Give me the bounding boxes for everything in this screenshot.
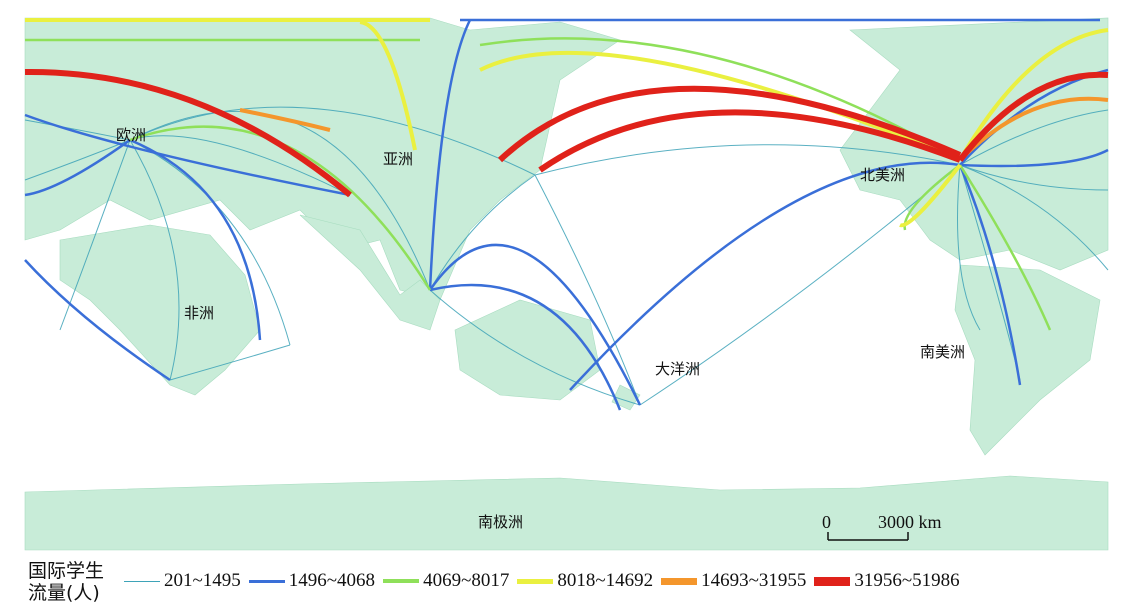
legend-title-line2: 流量(人) [28, 582, 100, 604]
legend-swatch-2 [248, 579, 285, 583]
legend-item-1: 201~1495 [124, 570, 241, 592]
flows-class-5 [239, 96, 1109, 162]
legend-label-4: 8018~14692 [557, 570, 654, 591]
legend-item-5: 14693~31955 [661, 570, 806, 592]
label-antarctica: 南极洲 [478, 513, 523, 531]
label-europe: 欧洲 [116, 126, 146, 144]
label-north-america: 北美洲 [860, 166, 905, 184]
legend-swatch-5 [661, 577, 698, 585]
legend-item-3: 4069~8017 [383, 570, 509, 592]
label-south-america: 南美洲 [920, 343, 965, 361]
legend: 国际学生 流量(人) 201~1495 1496~4068 4069~8017 … [0, 556, 1132, 615]
antarctica-land [24, 475, 1109, 551]
legend-title-line1: 国际学生 [28, 560, 105, 582]
scale-zero: 0 [822, 512, 831, 532]
scale-value: 3000 km [878, 512, 942, 532]
land-layer [24, 17, 1109, 551]
legend-swatch-1 [124, 580, 160, 582]
label-africa: 非洲 [184, 304, 214, 322]
scale-bar: 0 3000 km [822, 512, 942, 541]
legend-item-2: 1496~4068 [248, 570, 376, 592]
legend-swatch-4 [517, 578, 554, 584]
legend-items: 201~1495 1496~4068 4069~8017 8018~14692 … [124, 570, 968, 592]
legend-label-3: 4069~8017 [423, 570, 510, 591]
south-asia-land [299, 214, 441, 331]
flows-class-2 [24, 18, 1109, 411]
legend-label-5: 14693~31955 [701, 570, 807, 591]
flows-class-1 [24, 106, 1109, 406]
label-asia: 亚洲 [383, 150, 413, 168]
legend-item-4: 8018~14692 [517, 570, 653, 592]
south-america-land [954, 264, 1101, 456]
legend-swatch-3 [383, 579, 420, 583]
label-oceania: 大洋洲 [655, 360, 700, 378]
legend-swatch-6 [814, 576, 851, 586]
legend-item-6: 31956~51986 [814, 570, 960, 592]
eurasia-land [24, 17, 621, 301]
australia-land [454, 299, 601, 401]
legend-label-1: 201~1495 [164, 570, 241, 591]
legend-label-6: 31956~51986 [854, 570, 960, 591]
legend-label-2: 1496~4068 [288, 570, 376, 591]
flows-class-4 [25, 18, 1109, 228]
flows-class-6 [24, 68, 1109, 198]
legend-title: 国际学生 流量(人) [28, 560, 124, 604]
africa-land [59, 224, 261, 396]
flow-map: 0 3000 km 欧洲 亚洲 非洲 北美洲 南美洲 大洋洲 南极洲 [24, 17, 1109, 551]
